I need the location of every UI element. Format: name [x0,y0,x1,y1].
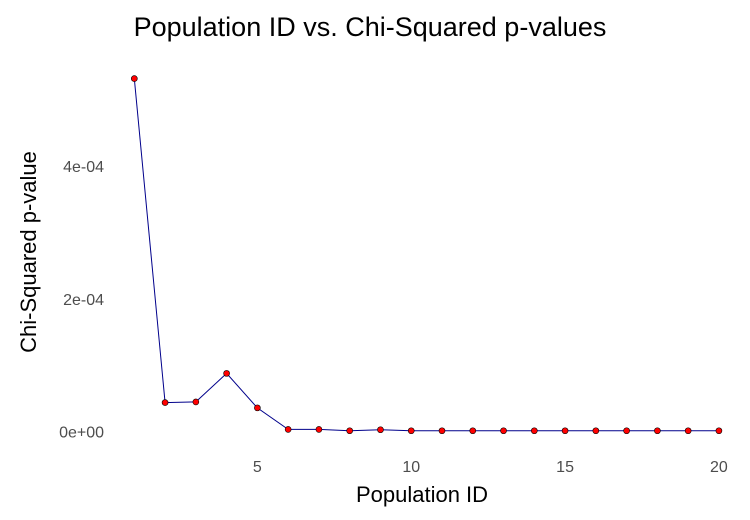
data-point [469,427,477,435]
y-axis-ticks: 0e+00 2e-04 4e-04 [59,159,104,441]
x-tick-label: 15 [556,459,574,476]
data-point [561,427,569,435]
series-line [133,78,719,432]
data-point [223,370,230,377]
x-tick-label: 5 [253,459,262,476]
x-tick-label: 20 [710,459,728,476]
data-point [531,427,538,435]
y-axis-title: Chi-Squared p-value [16,151,41,353]
x-tick-label: 10 [402,459,420,476]
x-axis-title: Population ID [356,482,488,507]
data-point [161,399,169,406]
data-point [284,426,292,433]
data-point [315,426,323,433]
data-point [407,427,415,435]
series-lines [133,78,719,432]
data-point [500,427,507,435]
data-point [592,427,600,435]
data-point [346,427,353,435]
data-point [254,404,261,412]
data-point [131,75,138,82]
data-point [715,427,723,435]
chart-title: Population ID vs. Chi-Squared p-values [134,12,607,42]
data-point [377,426,384,434]
data-point [684,427,692,435]
x-axis-ticks: 5 10 15 20 [253,459,728,476]
series-points [131,75,723,435]
data-point [192,398,200,406]
y-tick-label: 2e-04 [63,292,104,309]
data-point [438,427,446,435]
y-tick-label: 0e+00 [59,424,104,441]
data-point [623,427,630,435]
data-point [654,427,661,435]
y-tick-label: 4e-04 [63,159,104,176]
